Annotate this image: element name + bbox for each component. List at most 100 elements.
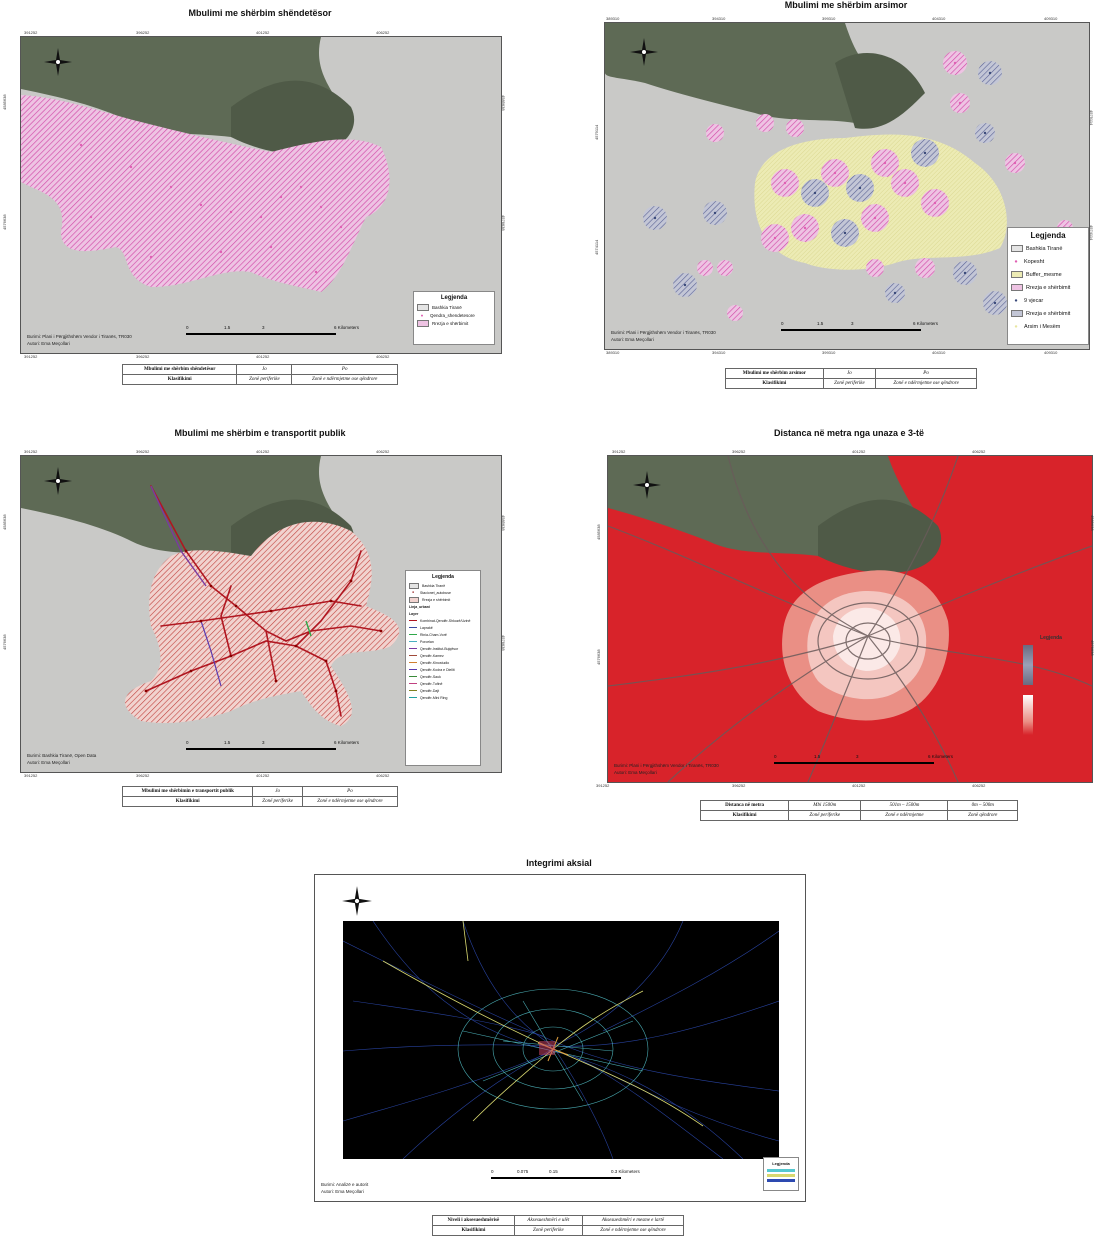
coord-label: 4574114: [1089, 225, 1094, 241]
coord-label: 391252: [24, 30, 38, 35]
table-cell: Mbi 1500m: [788, 800, 862, 811]
coord-label: 401252: [852, 783, 866, 788]
legend-item: Rrezja e shërbimit: [417, 319, 491, 327]
legend-item: Rinia-Cham-Vorë: [409, 631, 477, 638]
legend-item: Qendër-Sauk: [409, 673, 477, 680]
coord-label: 4576638: [596, 649, 601, 665]
coord-label: 406252: [376, 354, 390, 359]
legend-item: Bashkia Tiranë: [409, 582, 477, 589]
legend-item: ● Stacionet_autobuse: [411, 590, 451, 595]
map-education-legend: Legjenda Bashkia Tiranë ● Kopesht Buffer_…: [1007, 227, 1089, 345]
coord-label: 4585638: [1090, 515, 1095, 531]
legend-item: Kombinat-Qendër-Shkozë/Uzinë: [409, 617, 477, 624]
table-cell: Po: [875, 368, 977, 379]
legend-item: Qendër-Kamez: [409, 652, 477, 659]
coord-label: 4576638: [501, 635, 506, 651]
legend-item: Qendër-Institut-Bujqësor: [409, 645, 477, 652]
north-arrow-icon: [341, 885, 373, 917]
table-cell: Zonë e ndërmjetme ose qëndrore: [301, 796, 399, 807]
map-transport-legend: Legjenda Bashkia Tiranë ● Stacionet_autob…: [405, 570, 481, 766]
legend-item: Porcelan: [409, 638, 477, 645]
coord-label: 396252: [136, 773, 150, 778]
legend-item: Laprakë: [409, 624, 477, 631]
table-cell: Mbulimi me shërbimin e transportit publi…: [121, 786, 254, 797]
table-cell: Klasifikimi: [121, 796, 254, 807]
coord-label: 396252: [732, 449, 746, 454]
north-arrow-icon: [632, 470, 662, 500]
coord-label: 391252: [596, 783, 610, 788]
map-axial-legend: Legjenda: [763, 1157, 799, 1191]
coord-label: 4579114: [594, 124, 599, 140]
legend-item: Qendër-Kinostudio: [409, 659, 477, 666]
map-axial-scale: 0 0.075 0.15 0.3 Kilometers: [491, 1169, 661, 1181]
coord-label: 4579114: [1089, 110, 1094, 126]
map-distance-legend: Legjenda: [1016, 632, 1086, 752]
map-health-canvas: [21, 37, 501, 353]
map-distance-source: Burimi: Plani i Përgjithshëm Vendor i Ti…: [614, 763, 719, 775]
coord-label: 406252: [972, 783, 986, 788]
legend-item: Linja_urbani: [409, 604, 430, 609]
map-education: Legjenda Bashkia Tiranë ● Kopesht Buffer_…: [604, 22, 1090, 350]
coord-label: 401252: [256, 449, 270, 454]
map-transport-scale: 0 1.5 3 6 Kilometers: [186, 740, 359, 752]
legend-title: Legjenda: [1040, 635, 1062, 641]
map-health-legend: Legjenda Bashkia Tiranë ● Qendra_shendete…: [413, 291, 495, 345]
table-cell: Mbulimi me shërbim arsimor: [725, 368, 824, 379]
coord-label: 401252: [852, 449, 866, 454]
legend-item: Buffer_mesme: [1011, 268, 1085, 281]
coord-label: 4585638: [501, 95, 506, 111]
table-cell: Zonë periferike: [788, 810, 862, 821]
map-education-title: Mbulimi me shërbim arsimor: [784, 0, 908, 10]
coord-label: 4576638: [1090, 640, 1095, 656]
coord-label: 396252: [136, 449, 150, 454]
north-arrow-icon: [43, 466, 73, 496]
coord-label: 404310: [932, 350, 946, 355]
table-cell: Aksesueshmëri e mesme e lartë: [581, 1215, 685, 1226]
map-distance-scale: 0 1.5 3 6 Kilometers: [774, 754, 953, 766]
table-cell: 501m – 1500m: [860, 800, 949, 811]
legend-swatch: [767, 1169, 795, 1172]
legend-item: Rrezja e shërbimit: [1011, 281, 1085, 294]
table-cell: Zonë e ndërmjetme ose qëndrore: [581, 1225, 685, 1236]
map-transport-title: Mbulimi me shërbim e transportit publik: [174, 428, 346, 438]
table-cell: Klasifikimi: [121, 374, 238, 385]
coord-label: 406252: [376, 30, 390, 35]
legend-title: Legjenda: [772, 1161, 790, 1166]
legend-swatch: [767, 1179, 795, 1182]
coord-label: 406252: [972, 449, 986, 454]
table-cell: Klasifikimi: [725, 378, 824, 389]
table-cell: Zonë periferike: [513, 1225, 583, 1236]
table-cell: Mbulimi me shërbim shëndetësor: [121, 364, 238, 375]
table-cell: Zonë qëndrore: [947, 810, 1018, 821]
legend-title: Legjenda: [1030, 231, 1066, 240]
map-distance-title: Distanca në metra nga unaza e 3-të: [773, 428, 925, 438]
legend-item: Qendër-Kodra e Diellit: [409, 666, 477, 673]
coord-label: 389310: [606, 350, 620, 355]
legend-item: Qendër-Dajt: [409, 687, 477, 694]
legend-item: ● Qendra_shendetesore: [420, 312, 475, 318]
map-education-source: Burimi: Plani i Përgjithshëm Vendor i Ti…: [611, 330, 716, 342]
map-transport-source: Burimi: Bashkia Tiranë, Open Data Autori:…: [27, 753, 97, 765]
coord-label: 396252: [136, 354, 150, 359]
table-cell: Niveli i aksesueshmërisë: [432, 1215, 515, 1226]
table-cell: Jo: [252, 786, 303, 797]
coord-label: 399310: [822, 350, 836, 355]
map-health-source: Burimi: Plani i Përgjithshëm Vendor i Ti…: [27, 334, 132, 346]
legend-item: Layer: [409, 611, 419, 616]
coord-label: 391252: [24, 354, 38, 359]
coord-label: 4585638: [501, 515, 506, 531]
map-health-class-table: Mbulimi me shërbim shëndetësor Jo Po Klasi…: [121, 364, 398, 385]
coord-label: 396252: [732, 783, 746, 788]
legend-item: Bashkia Tiranë: [1011, 242, 1085, 255]
coord-label: 391252: [24, 773, 38, 778]
map-axial-source: Burimi: Analizë e autorit Autori: Ema Meç…: [321, 1182, 369, 1194]
coord-label: 401252: [256, 30, 270, 35]
map-transport: Legjenda Bashkia Tiranë ● Stacionet_autob…: [20, 455, 502, 773]
map-transport-class-table: Mbulimi me shërbimin e transportit publi…: [121, 786, 399, 807]
map-distance-class-table: Distanca në metra Mbi 1500m 501m – 1500m 0m…: [699, 800, 1018, 821]
coord-label: 401252: [256, 354, 270, 359]
legend-item: Qendër-Mini Ring: [409, 694, 477, 701]
table-cell: Po: [291, 364, 398, 375]
coord-label: 391252: [24, 449, 38, 454]
table-cell: Distanca në metra: [699, 800, 790, 811]
